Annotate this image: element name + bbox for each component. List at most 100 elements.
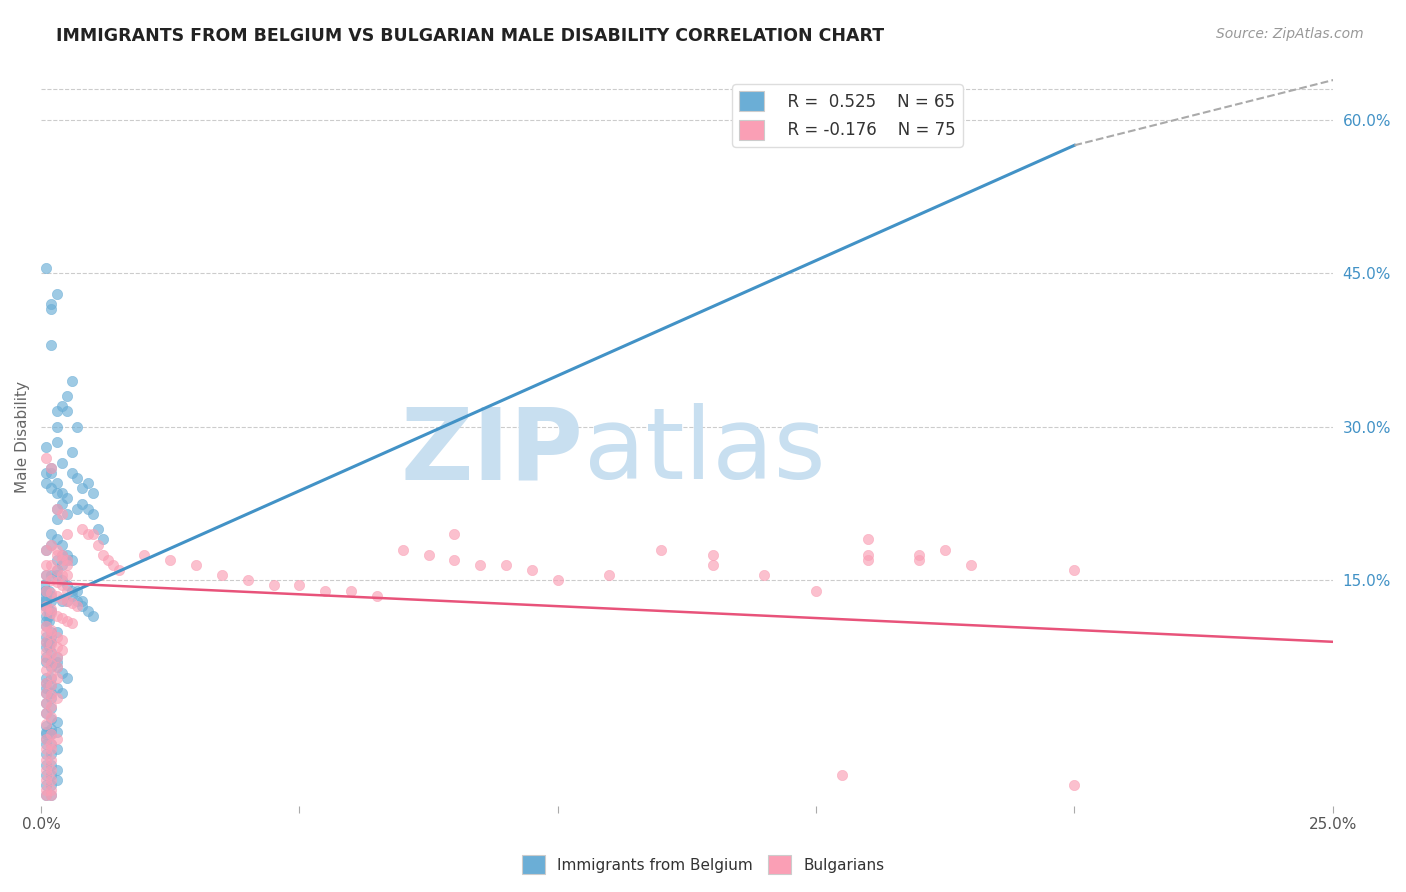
Point (41, 585, 63, 599)
Point (41, 667, 63, 681)
Legend:   R =  0.525    N = 65,   R = -0.176    N = 75: R = 0.525 N = 65, R = -0.176 N = 75 (733, 84, 963, 146)
Point (598, 568, 620, 582)
Point (35, 630, 58, 644)
Point (45, 772, 67, 787)
Point (288, 578, 311, 592)
Point (35, 653, 58, 667)
Legend: Immigrants from Belgium, Bulgarians: Immigrants from Belgium, Bulgarians (516, 849, 890, 880)
Point (35, 635, 58, 649)
Point (41, 726, 63, 740)
Point (45, 542, 67, 557)
Point (45, 630, 67, 644)
Point (76, 527, 98, 541)
Point (41, 589, 63, 603)
Point (45, 691, 67, 706)
Point (76, 476, 98, 491)
Point (45, 660, 67, 674)
Point (51, 548, 73, 562)
Point (45, 609, 67, 624)
Point (41, 768, 63, 782)
Point (56, 404, 79, 418)
Point (45, 501, 67, 516)
Point (41, 602, 63, 616)
Point (856, 548, 879, 562)
Point (35, 686, 58, 700)
Point (41, 722, 63, 736)
Point (35, 742, 58, 756)
Point (41, 460, 63, 475)
Point (56, 491, 79, 506)
Point (1063, 778, 1085, 792)
Point (41, 635, 63, 649)
Point (495, 558, 517, 572)
Point (45, 681, 67, 695)
Point (76, 501, 98, 516)
Point (56, 558, 79, 572)
Point (702, 558, 724, 572)
Point (650, 542, 672, 557)
Point (41, 789, 63, 803)
Point (41, 678, 63, 692)
Point (51, 611, 73, 625)
Point (72, 522, 94, 536)
Point (41, 671, 63, 685)
Point (134, 548, 156, 562)
Point (51, 507, 73, 521)
Point (35, 696, 58, 710)
Point (60, 583, 83, 598)
Point (51, 574, 73, 588)
Point (87, 537, 110, 551)
Point (41, 604, 63, 618)
Point (35, 772, 58, 787)
Point (35, 635, 58, 649)
Point (35, 768, 58, 782)
Point (32, 578, 55, 592)
Point (82, 609, 104, 624)
Point (56, 568, 79, 582)
Point (35, 725, 58, 739)
Point (51, 568, 73, 582)
Point (45, 660, 67, 674)
Point (35, 671, 58, 685)
Point (87, 522, 110, 536)
Point (314, 583, 336, 598)
Text: atlas: atlas (583, 403, 825, 500)
Point (702, 548, 724, 562)
Point (60, 596, 83, 610)
Point (45, 533, 67, 547)
Point (60, 466, 83, 480)
Point (35, 763, 58, 777)
Point (45, 763, 67, 777)
Point (82, 486, 104, 500)
Point (51, 578, 73, 592)
Point (35, 615, 58, 629)
Point (35, 645, 58, 659)
Point (41, 481, 63, 495)
Point (35, 619, 58, 633)
Point (51, 665, 73, 680)
Point (45, 563, 67, 577)
Point (41, 647, 63, 661)
Point (35, 789, 58, 803)
Point (35, 747, 58, 762)
Point (56, 548, 79, 562)
Point (35, 476, 58, 491)
Point (56, 527, 79, 541)
Point (51, 400, 73, 414)
Point (45, 575, 67, 590)
Point (236, 574, 259, 588)
Point (41, 712, 63, 726)
Point (45, 655, 67, 669)
Point (41, 678, 63, 692)
Point (60, 445, 83, 459)
Point (51, 537, 73, 551)
Point (1063, 563, 1085, 577)
Point (41, 626, 63, 640)
Point (35, 568, 58, 582)
Point (66, 419, 89, 434)
Point (41, 527, 63, 541)
Point (35, 542, 58, 557)
Point (418, 548, 440, 562)
Point (51, 643, 73, 657)
Point (60, 374, 83, 388)
